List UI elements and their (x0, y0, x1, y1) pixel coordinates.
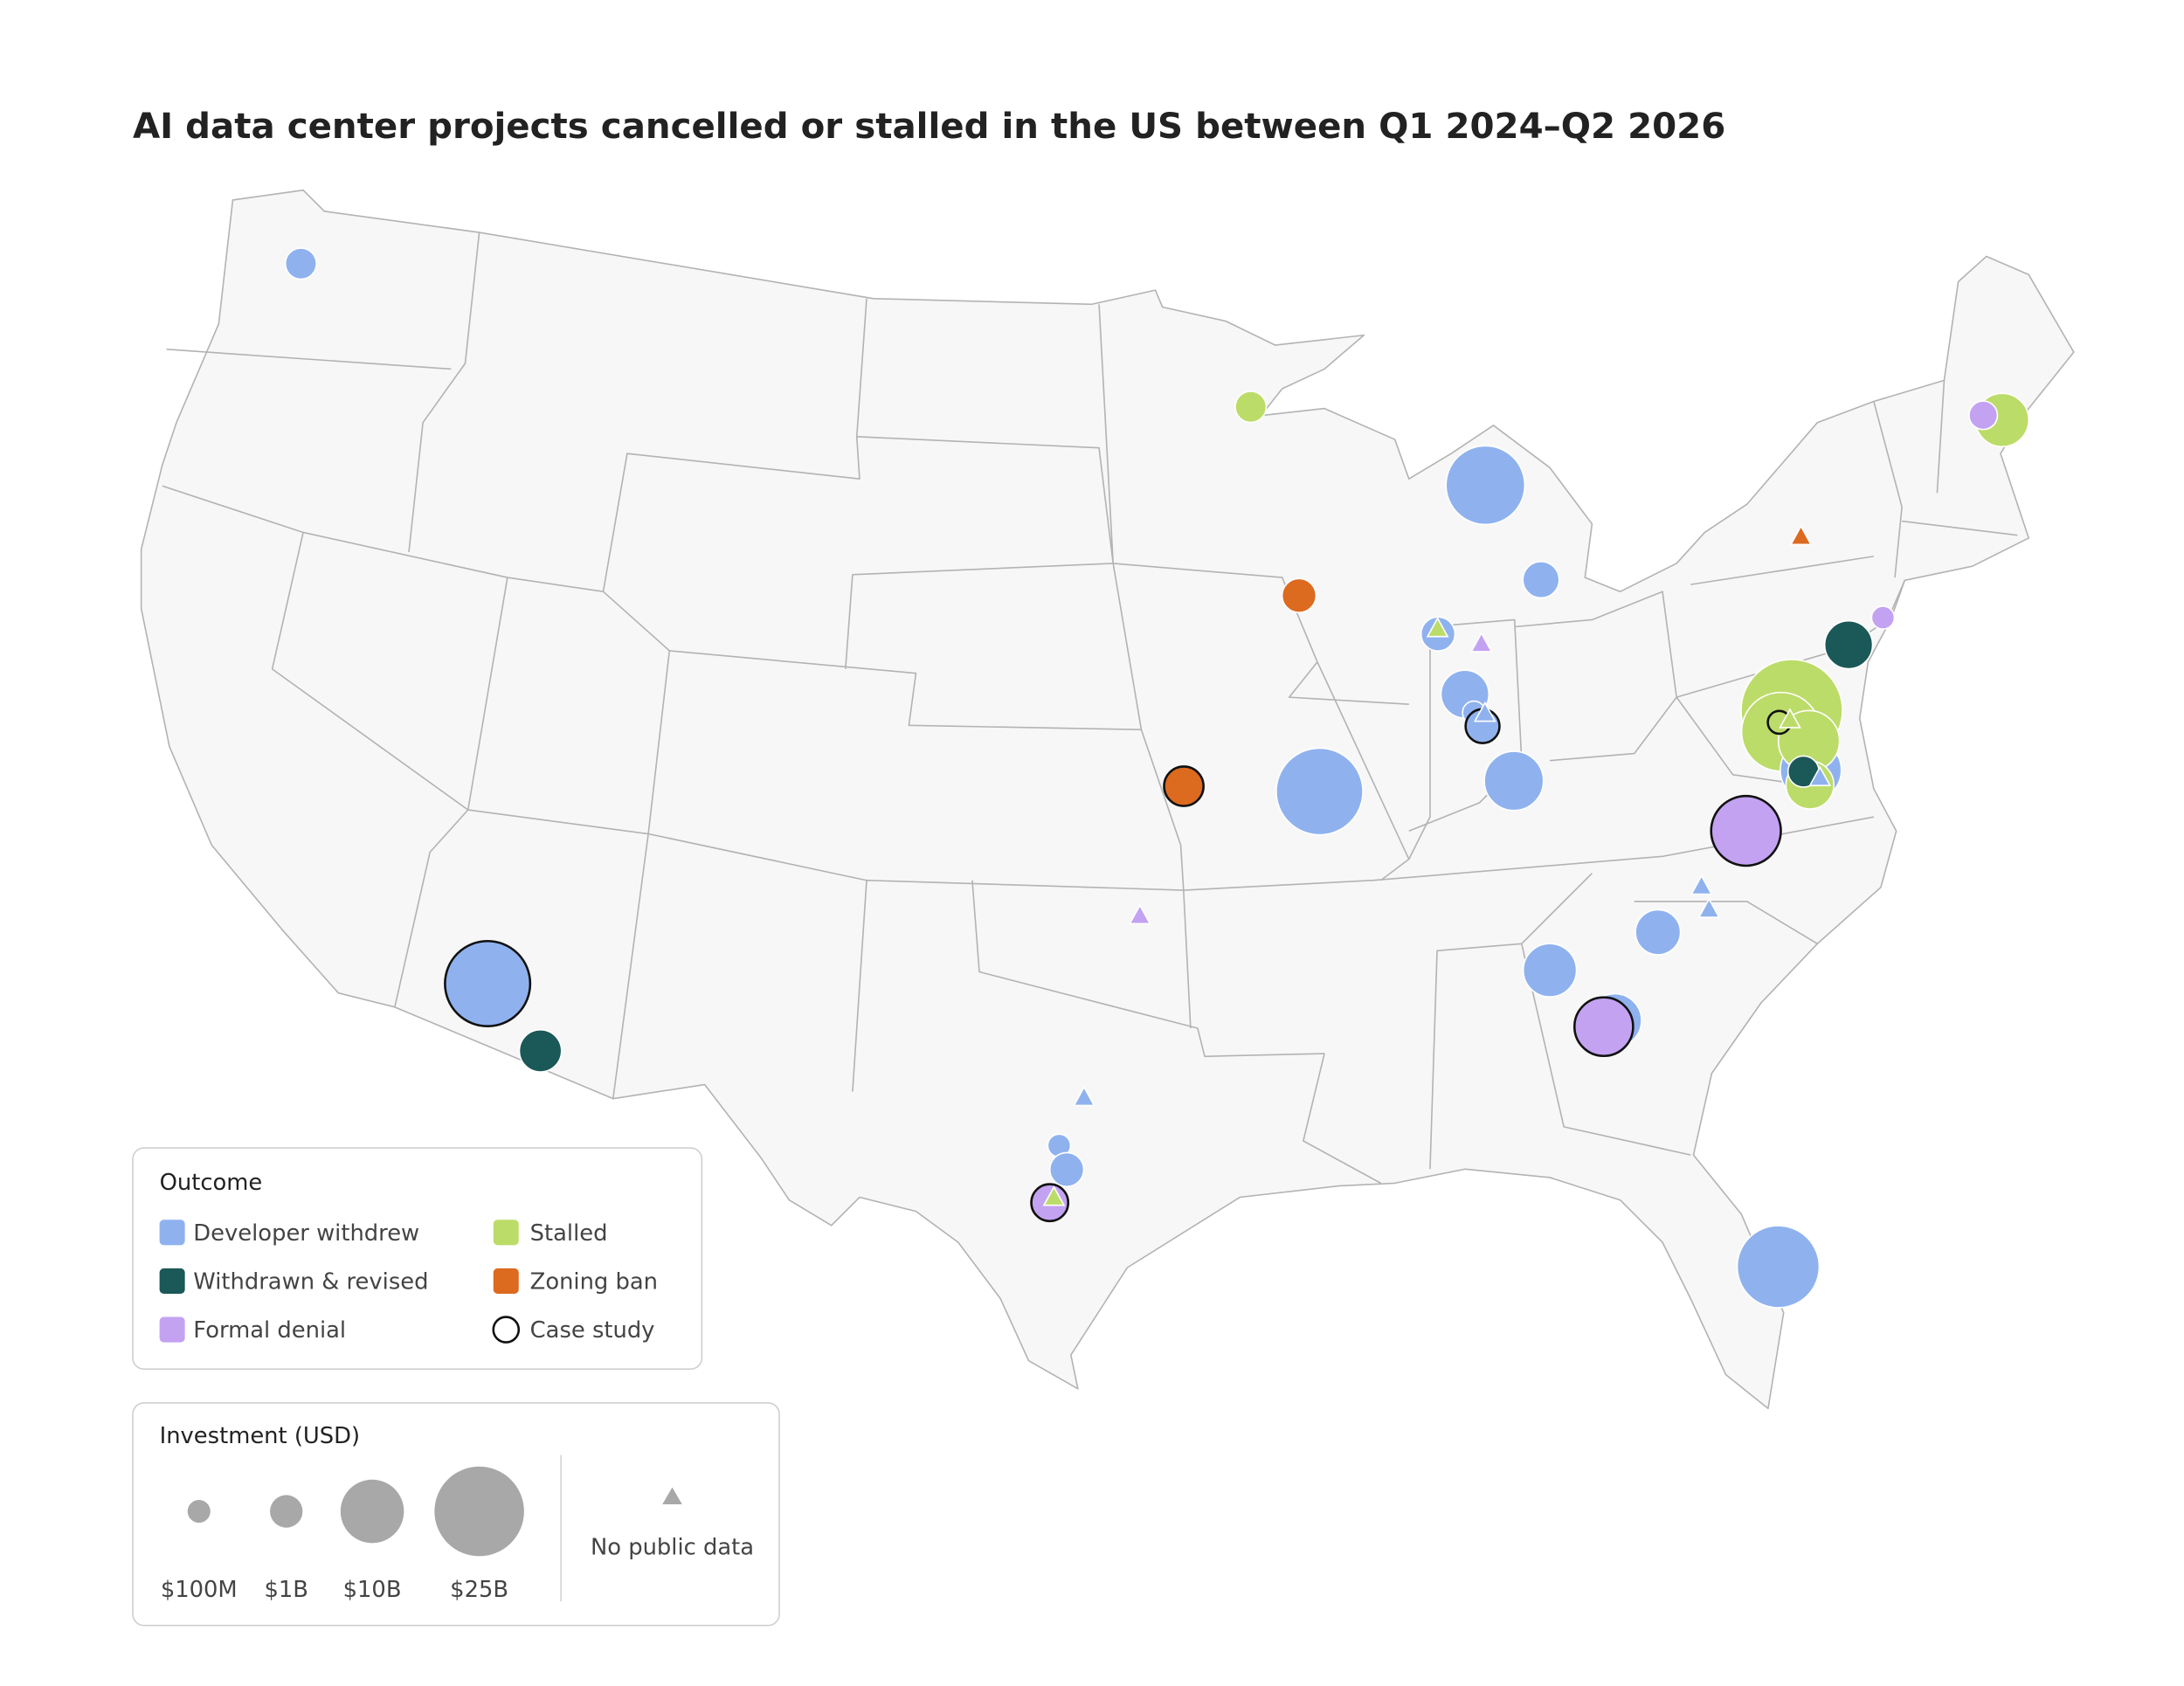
legend-label: $100M (161, 1577, 238, 1603)
legend-label: $10B (343, 1577, 402, 1603)
project-bubble (1048, 1151, 1085, 1188)
size-legend: Investment (USD) $100M $1B $10B $25B No pub… (132, 1402, 780, 1627)
case-study-bubble (444, 939, 532, 1028)
legend-swatch (159, 1268, 185, 1294)
case-study-bubble (1163, 765, 1205, 807)
no-data-marker (1697, 897, 1721, 918)
legend-swatch (159, 1316, 185, 1343)
no-data-marker (1473, 701, 1496, 722)
no-data-marker (1042, 1185, 1066, 1206)
legend-box (132, 1147, 703, 1371)
legend-label: Stalled (530, 1220, 608, 1247)
legend-swatch (493, 1220, 519, 1246)
no-data-marker (1426, 617, 1449, 638)
project-bubble (1483, 750, 1545, 812)
project-bubble (1635, 909, 1682, 956)
legend-title: Investment (USD) (160, 1423, 360, 1449)
project-bubble (1870, 605, 1896, 630)
size-swatch (270, 1495, 303, 1528)
project-bubble (1281, 577, 1317, 613)
case-study-swatch (492, 1316, 521, 1344)
bubble-layer (284, 247, 2030, 1309)
no-data-marker (1469, 632, 1493, 653)
legend-items: Developer withdrew Withdrawn & revised For… (159, 1220, 658, 1344)
no-data-swatch (662, 1487, 682, 1505)
project-bubble (1736, 1225, 1821, 1309)
size-swatch (340, 1479, 404, 1544)
project-bubble (1234, 390, 1268, 424)
project-bubble (284, 247, 318, 280)
outcome-legend: Outcome Developer withdrew Withdrawn & re… (132, 1147, 703, 1371)
project-bubble (1823, 619, 1874, 670)
legend-label: Withdrawn & revised (193, 1269, 428, 1296)
legend-label: $25B (450, 1577, 508, 1603)
project-bubble (518, 1028, 563, 1073)
legend-label: $1B (264, 1577, 308, 1603)
no-data-marker (1779, 708, 1801, 729)
project-bubble (1522, 943, 1578, 998)
case-study-bubble (1572, 996, 1635, 1058)
triangle-layer (1042, 524, 1832, 1206)
legend-title: Outcome (160, 1170, 263, 1196)
legend-label: Zoning ban (530, 1269, 658, 1296)
no-data-marker (1128, 903, 1151, 925)
case-study-bubble (1710, 794, 1782, 867)
legend-swatch (493, 1268, 519, 1294)
project-bubble (1522, 560, 1560, 599)
no-data-marker (1690, 874, 1713, 895)
chart-title: AI data center projects cancelled or sta… (133, 106, 1725, 147)
size-swatch (434, 1466, 524, 1557)
no-data-marker (1808, 765, 1832, 786)
no-data-marker (1789, 524, 1813, 546)
us-outline (140, 189, 2075, 1410)
legend-items: $100M $1B $10B $25B (161, 1466, 524, 1603)
project-bubble (1445, 445, 1526, 526)
legend-label: Case study (530, 1317, 655, 1344)
project-bubble (1968, 400, 1999, 431)
legend-label: Developer withdrew (193, 1220, 419, 1247)
no-data-marker (1073, 1085, 1095, 1107)
size-swatch (187, 1500, 211, 1524)
legend-label: Formal denial (193, 1317, 346, 1344)
legend-swatch (159, 1220, 185, 1246)
legend-label: No public data (591, 1534, 754, 1560)
project-bubble (1275, 747, 1364, 836)
